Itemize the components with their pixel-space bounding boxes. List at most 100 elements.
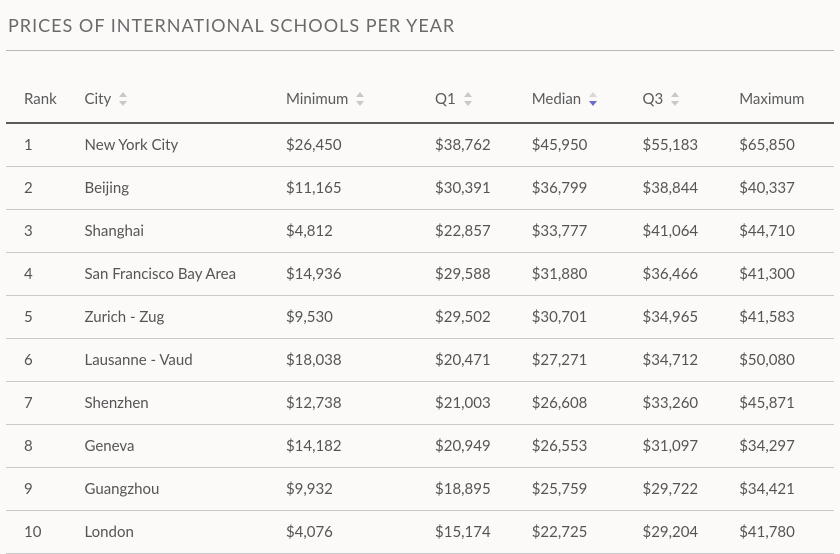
cell-maximum: $34,421 [733, 468, 834, 511]
cell-q1: $20,949 [429, 425, 526, 468]
cell-maximum: $41,780 [733, 511, 834, 554]
col-header-label: Q1 [435, 90, 456, 108]
cell-maximum: $41,583 [733, 296, 834, 339]
cell-q3: $34,965 [637, 296, 734, 339]
cell-median: $33,777 [526, 210, 637, 253]
cell-minimum: $11,165 [280, 167, 429, 210]
cell-rank: 9 [6, 468, 79, 511]
cell-q3: $55,183 [637, 123, 734, 167]
cell-q1: $29,588 [429, 253, 526, 296]
table-row: 4San Francisco Bay Area$14,936$29,588$31… [6, 253, 834, 296]
col-header-label: Q3 [643, 90, 664, 108]
cell-minimum: $9,932 [280, 468, 429, 511]
sort-icon [119, 92, 129, 106]
sort-icon [464, 92, 474, 106]
prices-table: Rank City Minimum Q1 Median [6, 79, 834, 554]
cell-median: $26,608 [526, 382, 637, 425]
page-title: PRICES OF INTERNATIONAL SCHOOLS PER YEAR [6, 14, 834, 50]
cell-q1: $20,471 [429, 339, 526, 382]
cell-median: $25,759 [526, 468, 637, 511]
cell-minimum: $18,038 [280, 339, 429, 382]
cell-rank: 6 [6, 339, 79, 382]
cell-rank: 1 [6, 123, 79, 167]
table-row: 10London$4,076$15,174$22,725$29,204$41,7… [6, 511, 834, 554]
table-row: 3Shanghai$4,812$22,857$33,777$41,064$44,… [6, 210, 834, 253]
cell-rank: 5 [6, 296, 79, 339]
sort-icon [671, 92, 681, 106]
cell-median: $27,271 [526, 339, 637, 382]
cell-q1: $21,003 [429, 382, 526, 425]
cell-median: $31,880 [526, 253, 637, 296]
cell-minimum: $4,076 [280, 511, 429, 554]
cell-median: $22,725 [526, 511, 637, 554]
cell-median: $36,799 [526, 167, 637, 210]
sort-icon-active-desc [589, 92, 599, 106]
cell-rank: 4 [6, 253, 79, 296]
cell-q3: $38,844 [637, 167, 734, 210]
cell-q1: $29,502 [429, 296, 526, 339]
cell-city: San Francisco Bay Area [79, 253, 280, 296]
cell-q3: $31,097 [637, 425, 734, 468]
col-header-label: Minimum [286, 90, 348, 108]
col-header-label: Rank [24, 90, 57, 108]
col-header-minimum[interactable]: Minimum [280, 79, 429, 123]
cell-city: Shanghai [79, 210, 280, 253]
cell-city: Geneva [79, 425, 280, 468]
cell-rank: 8 [6, 425, 79, 468]
table-row: 6Lausanne - Vaud$18,038$20,471$27,271$34… [6, 339, 834, 382]
col-header-median[interactable]: Median [526, 79, 637, 123]
col-header-maximum[interactable]: Maximum [733, 79, 834, 123]
cell-q3: $36,466 [637, 253, 734, 296]
title-rule [6, 50, 834, 51]
table-row: 5Zurich - Zug$9,530$29,502$30,701$34,965… [6, 296, 834, 339]
table-body: 1New York City$26,450$38,762$45,950$55,1… [6, 123, 834, 554]
cell-maximum: $45,871 [733, 382, 834, 425]
cell-city: Shenzhen [79, 382, 280, 425]
table-row: 8Geneva$14,182$20,949$26,553$31,097$34,2… [6, 425, 834, 468]
cell-median: $26,553 [526, 425, 637, 468]
cell-city: Zurich - Zug [79, 296, 280, 339]
cell-rank: 7 [6, 382, 79, 425]
table-header-row: Rank City Minimum Q1 Median [6, 79, 834, 123]
cell-rank: 10 [6, 511, 79, 554]
col-header-label: Maximum [739, 90, 804, 108]
cell-maximum: $44,710 [733, 210, 834, 253]
col-header-q3[interactable]: Q3 [637, 79, 734, 123]
table-row: 7Shenzhen$12,738$21,003$26,608$33,260$45… [6, 382, 834, 425]
cell-q1: $38,762 [429, 123, 526, 167]
cell-minimum: $26,450 [280, 123, 429, 167]
cell-q3: $41,064 [637, 210, 734, 253]
cell-q1: $15,174 [429, 511, 526, 554]
cell-q3: $29,204 [637, 511, 734, 554]
cell-q1: $22,857 [429, 210, 526, 253]
cell-q3: $29,722 [637, 468, 734, 511]
sort-icon [356, 92, 366, 106]
cell-q1: $30,391 [429, 167, 526, 210]
cell-q3: $33,260 [637, 382, 734, 425]
cell-city: Beijing [79, 167, 280, 210]
cell-minimum: $14,936 [280, 253, 429, 296]
cell-maximum: $41,300 [733, 253, 834, 296]
cell-city: London [79, 511, 280, 554]
cell-median: $30,701 [526, 296, 637, 339]
cell-minimum: $12,738 [280, 382, 429, 425]
cell-q1: $18,895 [429, 468, 526, 511]
cell-city: Guangzhou [79, 468, 280, 511]
cell-maximum: $34,297 [733, 425, 834, 468]
cell-q3: $34,712 [637, 339, 734, 382]
page: PRICES OF INTERNATIONAL SCHOOLS PER YEAR… [0, 0, 840, 554]
cell-minimum: $9,530 [280, 296, 429, 339]
cell-minimum: $14,182 [280, 425, 429, 468]
col-header-label: Median [532, 90, 581, 108]
cell-maximum: $50,080 [733, 339, 834, 382]
table-row: 2Beijing$11,165$30,391$36,799$38,844$40,… [6, 167, 834, 210]
col-header-rank[interactable]: Rank [6, 79, 79, 123]
col-header-label: City [85, 90, 112, 108]
cell-median: $45,950 [526, 123, 637, 167]
col-header-city[interactable]: City [79, 79, 280, 123]
cell-city: Lausanne - Vaud [79, 339, 280, 382]
cell-minimum: $4,812 [280, 210, 429, 253]
cell-rank: 2 [6, 167, 79, 210]
col-header-q1[interactable]: Q1 [429, 79, 526, 123]
table-row: 1New York City$26,450$38,762$45,950$55,1… [6, 123, 834, 167]
